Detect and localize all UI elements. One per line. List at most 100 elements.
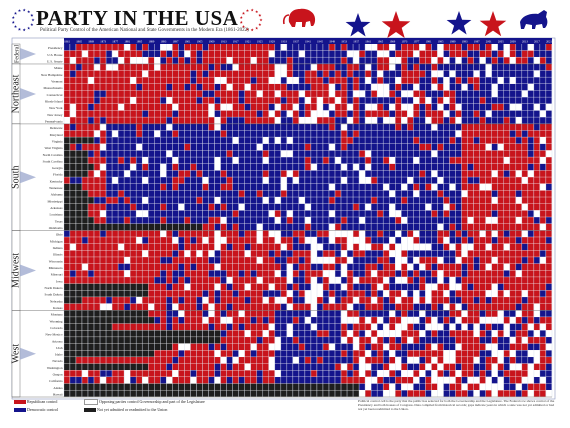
heatmap-cell xyxy=(443,130,450,137)
heatmap-cell xyxy=(491,390,498,397)
heatmap-cell xyxy=(178,210,185,217)
heatmap-cell xyxy=(479,357,486,364)
heatmap-cell xyxy=(94,343,100,351)
heatmap-cell xyxy=(202,150,209,157)
heatmap-cell xyxy=(521,170,528,177)
heatmap-cell xyxy=(208,377,215,384)
heatmap-cell xyxy=(220,183,227,191)
heatmap-cell xyxy=(359,163,365,171)
heatmap-cell xyxy=(425,117,432,124)
heatmap-cell xyxy=(323,103,329,111)
heatmap-cell xyxy=(202,363,209,371)
heatmap-cell xyxy=(377,157,383,164)
heatmap-cell xyxy=(286,230,293,237)
heatmap-cell xyxy=(220,257,227,264)
heatmap-cell xyxy=(329,130,335,137)
heatmap-cell xyxy=(220,77,227,84)
heatmap-cell xyxy=(196,83,203,91)
heatmap-cell xyxy=(317,110,323,117)
heatmap-cell xyxy=(64,250,70,257)
heatmap-cell xyxy=(383,357,389,364)
heatmap-cell xyxy=(118,357,124,364)
heatmap-cell xyxy=(136,323,142,331)
heatmap-cell xyxy=(76,170,82,177)
heatmap-cell xyxy=(479,343,486,351)
heatmap-cell xyxy=(286,57,293,64)
heatmap-cell xyxy=(521,90,528,97)
heatmap-cell xyxy=(473,297,480,304)
heatmap-cell xyxy=(178,150,185,157)
heatmap-cell xyxy=(443,157,450,164)
heatmap-cell xyxy=(395,197,402,204)
heatmap-cell xyxy=(419,223,426,231)
heatmap-cell xyxy=(298,163,305,171)
heatmap-cell xyxy=(389,83,395,91)
heatmap-cell xyxy=(437,383,444,390)
heatmap-cell xyxy=(94,250,100,257)
heatmap-cell xyxy=(317,310,323,317)
heatmap-cell xyxy=(341,130,347,137)
heatmap-cell xyxy=(214,70,221,77)
year-tick-label: 2005 xyxy=(498,39,504,43)
heatmap-cell xyxy=(407,390,414,397)
heatmap-cell xyxy=(335,197,341,204)
heatmap-cell xyxy=(130,137,136,144)
heatmap-cell xyxy=(100,230,106,237)
heatmap-cell xyxy=(94,337,100,344)
heatmap-cell xyxy=(341,283,347,291)
heatmap-cell xyxy=(214,350,221,357)
heatmap-cell xyxy=(172,257,179,264)
heatmap-cell xyxy=(521,283,528,291)
heatmap-cell xyxy=(124,183,130,191)
heatmap-cell xyxy=(256,250,263,257)
heatmap-cell xyxy=(178,330,185,337)
heatmap-cell xyxy=(298,50,305,57)
heatmap-cell xyxy=(262,50,269,57)
heatmap-cell xyxy=(136,190,142,197)
heatmap-cell xyxy=(383,90,389,97)
heatmap-cell xyxy=(214,217,221,224)
heatmap-cell xyxy=(527,383,534,390)
heatmap-cell xyxy=(280,223,287,231)
heatmap-cell xyxy=(377,290,383,297)
heatmap-cell xyxy=(202,130,209,137)
heatmap-cell xyxy=(136,143,142,151)
heatmap-cell xyxy=(118,250,124,257)
heatmap-cell xyxy=(365,117,371,124)
heatmap-cell xyxy=(160,277,167,284)
heatmap-cell xyxy=(515,103,522,111)
heatmap-cell xyxy=(82,297,88,304)
heatmap-cell xyxy=(70,190,76,197)
heatmap-cell xyxy=(539,90,546,97)
heatmap-cell xyxy=(359,363,365,371)
heatmap-cell xyxy=(341,210,347,217)
heatmap-cell xyxy=(479,57,486,64)
heatmap-cell xyxy=(431,317,438,324)
heatmap-cell xyxy=(256,390,263,397)
heatmap-cell xyxy=(208,277,215,284)
heatmap-cell xyxy=(64,383,70,390)
heatmap-cell xyxy=(70,50,76,57)
heatmap-cell xyxy=(323,130,329,137)
heatmap-cell xyxy=(533,63,540,71)
heatmap-cell xyxy=(419,130,426,137)
heatmap-cell xyxy=(467,163,474,171)
heatmap-cell xyxy=(425,177,432,184)
heatmap-cell xyxy=(425,70,432,77)
heatmap-cell xyxy=(160,197,167,204)
heatmap-cell xyxy=(238,230,245,237)
heatmap-cell xyxy=(365,70,371,77)
heatmap-cell xyxy=(154,337,161,344)
heatmap-cell xyxy=(485,343,492,351)
heatmap-cell xyxy=(521,117,528,124)
heatmap-cell xyxy=(70,103,76,111)
heatmap-cell xyxy=(539,97,546,104)
heatmap-cell xyxy=(413,83,420,91)
heatmap-cell xyxy=(178,223,185,231)
heatmap-cell xyxy=(443,183,450,191)
heatmap-cell xyxy=(256,237,263,244)
heatmap-cell xyxy=(256,263,263,271)
heatmap-cell xyxy=(100,343,106,351)
heatmap-cell xyxy=(124,90,130,97)
heatmap-cell xyxy=(112,237,118,244)
